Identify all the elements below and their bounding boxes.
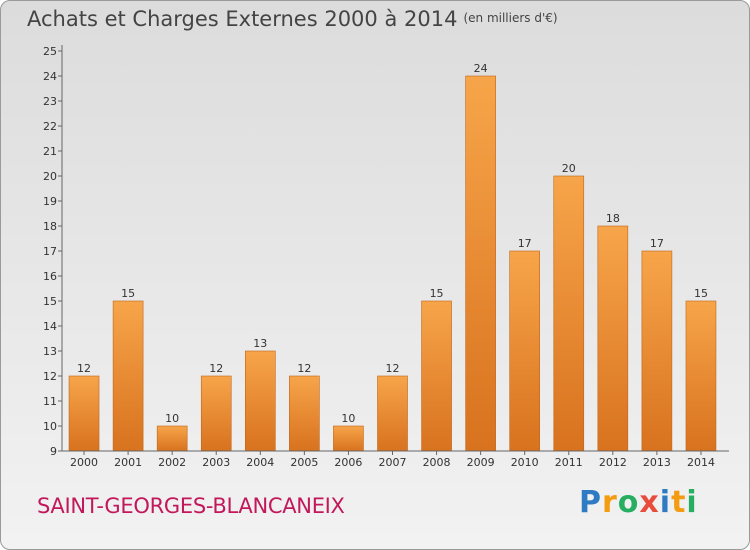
y-tick-label: 22: [43, 120, 57, 133]
data-label-2008: 15: [430, 287, 444, 300]
x-tick-label-2008: 2008: [423, 456, 451, 469]
y-tick-label: 14: [43, 320, 57, 333]
data-label-2004: 13: [253, 337, 267, 350]
proxiti-logo: Proxiti: [579, 485, 698, 520]
logo-letter: i: [659, 485, 672, 520]
y-axis: 9 10 11 12 13 14 15 16 17 18 19 20 21 22 23 24 25: [43, 45, 63, 458]
x-tick-label-2010: 2010: [511, 456, 539, 469]
x-tick-label-2000: 2000: [70, 456, 98, 469]
bar-2011: [553, 175, 585, 452]
y-tick-label: 12: [43, 370, 57, 383]
chart-title-text: Achats et Charges Externes 2000 à 2014: [27, 7, 458, 31]
bar-2007: [377, 375, 408, 452]
x-tick-label-2004: 2004: [246, 456, 274, 469]
data-label-2001: 15: [121, 287, 135, 300]
data-label-2009: 24: [474, 62, 488, 75]
bar-2009: [465, 75, 496, 452]
data-label-2006: 10: [341, 412, 355, 425]
data-label-2010: 17: [518, 237, 532, 250]
logo-letter: P: [579, 485, 602, 520]
y-tick-label: 16: [43, 270, 57, 283]
x-tick-label-2013: 2013: [643, 456, 671, 469]
bar-2003: [200, 375, 232, 452]
y-tick-label: 10: [43, 420, 57, 433]
y-tick-label: 24: [43, 70, 57, 83]
x-tick-label-2001: 2001: [114, 456, 142, 469]
y-tick-label: 9: [50, 445, 57, 458]
data-label-2002: 10: [165, 412, 179, 425]
y-tick-label: 13: [43, 345, 57, 358]
bar-2004: [245, 350, 276, 452]
data-label-2011: 20: [562, 162, 576, 175]
bar-2012: [597, 225, 629, 452]
data-label-2003: 12: [209, 362, 223, 375]
data-label-2000: 12: [77, 362, 91, 375]
bar-2001: [112, 300, 144, 452]
chart-unit: (en milliers d'€): [463, 11, 558, 25]
y-tick-label: 19: [43, 195, 57, 208]
y-tick-label: 21: [43, 145, 57, 158]
x-axis: 2000 2001 2002 2003 2004 2005 2006 2007 2008 2009…: [62, 450, 729, 469]
bar-2013: [641, 250, 673, 452]
y-tick-label: 17: [43, 245, 57, 258]
logo-letter: x: [639, 485, 660, 520]
bar-2006: [333, 425, 364, 452]
bar-2010: [509, 250, 541, 452]
x-tick-label-2009: 2009: [467, 456, 495, 469]
y-tick-label: 11: [43, 395, 57, 408]
x-tick-label-2011: 2011: [555, 456, 583, 469]
y-tick-label: 20: [43, 170, 57, 183]
y-tick-label: 18: [43, 220, 57, 233]
x-tick-label-2014: 2014: [687, 456, 715, 469]
x-tick-label-2012: 2012: [599, 456, 627, 469]
y-tick-label: 23: [43, 95, 57, 108]
x-tick-label-2005: 2005: [290, 456, 318, 469]
town-name: SAINT-GEORGES-BLANCANEIX: [37, 494, 345, 518]
y-tick-label: 15: [43, 295, 57, 308]
bar-2000: [68, 375, 100, 452]
x-tick-label-2007: 2007: [379, 456, 407, 469]
data-label-2012: 18: [606, 212, 620, 225]
x-tick-label-2002: 2002: [158, 456, 186, 469]
bar-2002: [156, 425, 188, 452]
data-label-2013: 17: [650, 237, 664, 250]
logo-letter: r: [602, 485, 618, 520]
logo-letter: i: [686, 485, 698, 520]
x-tick-label-2003: 2003: [202, 456, 230, 469]
bar-2005: [289, 375, 320, 452]
data-label-2005: 12: [297, 362, 311, 375]
y-tick-label: 25: [43, 45, 57, 58]
data-label-2007: 12: [386, 362, 400, 375]
bar-2014: [685, 300, 717, 452]
logo-letter: t: [671, 485, 687, 520]
bar-2008: [421, 300, 452, 452]
x-tick-label-2006: 2006: [334, 456, 362, 469]
chart-title: Achats et Charges Externes 2000 à 2014 (e…: [27, 7, 558, 31]
logo-letter: o: [617, 485, 640, 520]
bars: 12 15 10 12 13 12 10 12 15 24 17 20 18 17 15: [68, 62, 717, 452]
data-label-2014: 15: [694, 287, 708, 300]
